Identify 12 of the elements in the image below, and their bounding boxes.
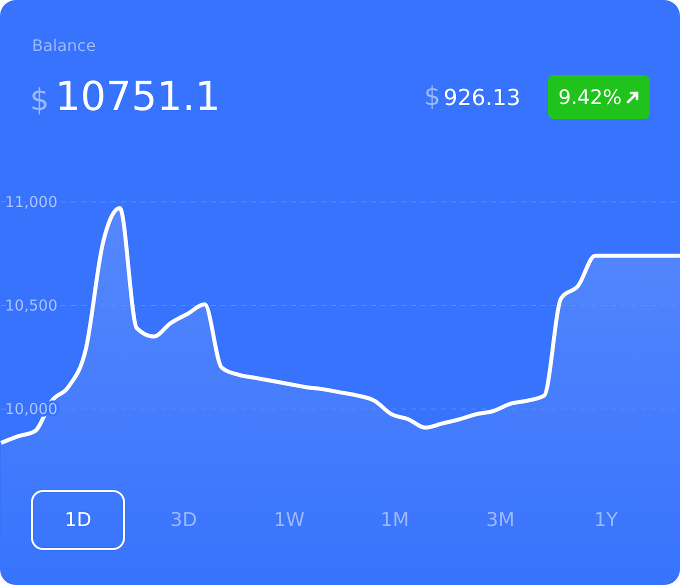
text: Balance xyxy=(32,36,96,55)
annotation: 9.42% xyxy=(558,85,622,109)
annotation: $926.13 xyxy=(424,82,521,112)
annotation: 3D xyxy=(169,508,198,533)
text: $10751.1 xyxy=(30,74,221,120)
annotation: 1D xyxy=(31,490,125,550)
y-tick-label: 10,500 xyxy=(5,296,58,314)
annotation: 1Y xyxy=(593,508,619,533)
annotation: 1W xyxy=(272,508,306,533)
y-tick-label: 11,000 xyxy=(5,192,58,211)
annotation: 3M xyxy=(485,508,516,533)
annotation: 1M xyxy=(380,508,410,533)
